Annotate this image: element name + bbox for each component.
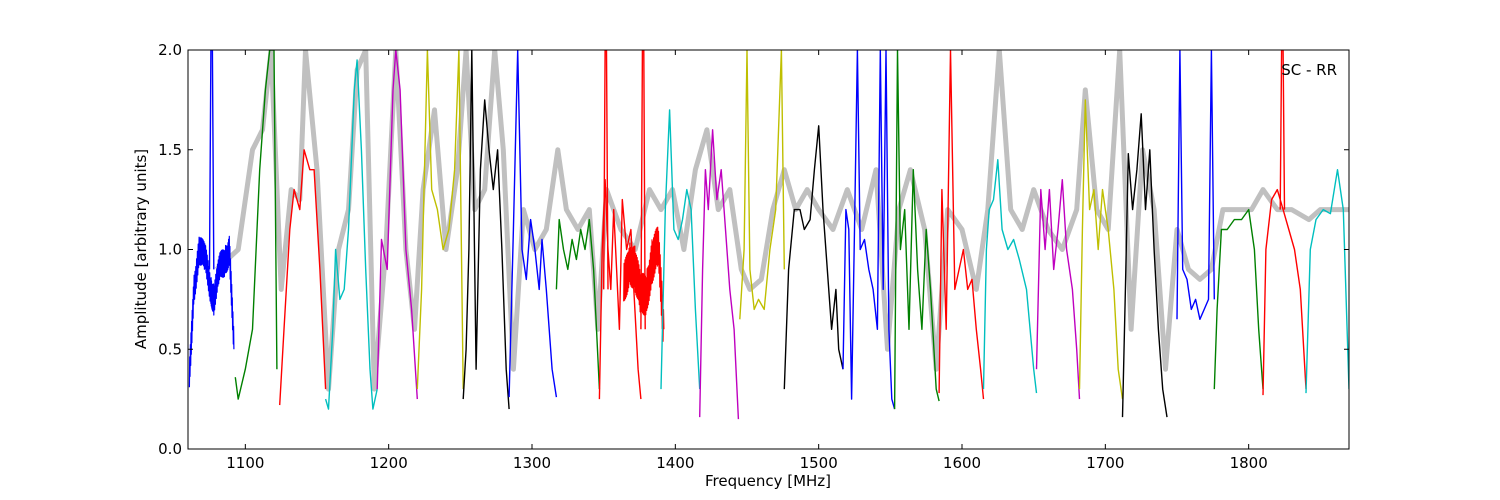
series-line-20	[893, 50, 940, 410]
series-line-23	[1035, 178, 1081, 400]
series-line-28	[1262, 188, 1307, 396]
y-tick-label: 0.0	[158, 440, 182, 458]
background-series-line	[215, 50, 1349, 392]
series-line-1	[188, 235, 235, 388]
series-line-17	[739, 50, 785, 320]
series-line-27	[1213, 208, 1264, 390]
x-tick-label: 1200	[370, 454, 408, 472]
series-line-3	[234, 50, 278, 400]
series-line-8	[462, 50, 510, 410]
series-line-21	[938, 50, 985, 400]
chart-annotation: SC - RR	[1281, 61, 1337, 79]
series-line-22	[982, 158, 1038, 394]
y-tick-label: 1.0	[158, 241, 182, 259]
series-line-15	[660, 109, 701, 390]
series-line-19	[842, 50, 896, 410]
x-tick-label: 1100	[226, 454, 264, 472]
x-tick-label: 1700	[1086, 454, 1124, 472]
series-line-26	[1176, 50, 1216, 320]
series-line-29	[1279, 50, 1286, 210]
series-line-24	[1078, 99, 1124, 400]
series-line-30	[1305, 168, 1349, 394]
plot-area	[188, 50, 1349, 420]
x-tick-label: 1600	[943, 454, 981, 472]
series-line-4	[279, 149, 327, 406]
x-tick-label: 1400	[656, 454, 694, 472]
series-line-12	[623, 226, 665, 342]
x-tick-label: 1300	[513, 454, 551, 472]
series-line-13	[603, 50, 609, 290]
series-line-10	[555, 218, 601, 390]
y-tick-label: 2.0	[158, 41, 182, 59]
axis-ticks: 1100 1200 1300 1400 1500 1600 1700 1800 0.0 0.5 1.…	[158, 41, 1349, 472]
series-line-7	[416, 50, 464, 390]
series-line-16	[699, 129, 740, 420]
y-axis-label: Amplitude [arbitrary units]	[132, 149, 150, 349]
series-line-25	[1121, 113, 1168, 418]
series-line-18	[783, 125, 844, 390]
series-line-5	[324, 59, 378, 410]
series-line-9	[508, 50, 558, 398]
x-tick-label: 1800	[1230, 454, 1268, 472]
y-tick-label: 1.5	[158, 141, 182, 159]
series-line-2	[208, 50, 215, 270]
series-line-14	[640, 50, 646, 330]
y-tick-label: 0.5	[158, 340, 182, 358]
x-axis-label: Frequency [MHz]	[705, 472, 831, 490]
x-tick-label: 1500	[800, 454, 838, 472]
series-line-6	[376, 50, 418, 400]
